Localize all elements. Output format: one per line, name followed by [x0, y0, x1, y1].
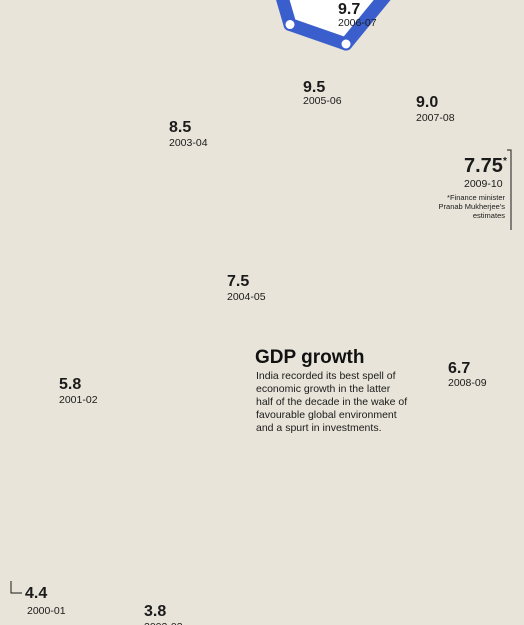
data-points: [283, 18, 353, 51]
category-label: 2004-05: [227, 291, 266, 303]
category-label: 2005-06: [303, 95, 342, 107]
category-label: 2003-04: [169, 137, 208, 149]
value-label: 9.7: [338, 1, 360, 18]
value-label: 7.75*: [464, 155, 507, 177]
chart-subtitle-line: and a spurt in investments.: [256, 422, 381, 434]
value-label: 6.7: [448, 360, 470, 377]
value-label: 7.5: [227, 273, 249, 290]
chart-subtitle-line: India recorded its best spell of: [256, 370, 396, 382]
category-label: 2006-07: [338, 17, 377, 29]
data-point: [283, 18, 297, 32]
category-label: 2008-09: [448, 377, 487, 389]
chart-subtitle-line: favourable global environment: [256, 409, 397, 421]
chart-title: GDP growth: [255, 347, 364, 368]
footnote-line: *Finance minister: [447, 193, 505, 202]
value-label: 3.8: [144, 603, 166, 620]
leader-line: [507, 149, 512, 230]
category-label: 2009-10: [464, 178, 503, 190]
chart-subtitle-line: economic growth in the latter: [256, 383, 391, 395]
category-label: 2007-08: [416, 112, 455, 124]
data-point: [339, 37, 353, 51]
category-label: 2000-01: [27, 605, 66, 617]
chart-subtitle-line: half of the decade in the wake of: [256, 396, 407, 408]
footnote-line: Pranab Mukherjee's: [439, 202, 506, 211]
value-label: 9.5: [303, 79, 325, 96]
category-label: 2002-03: [144, 621, 183, 625]
value-label: 4.4: [25, 585, 47, 602]
category-label: 2001-02: [59, 394, 98, 406]
value-label: 8.5: [169, 119, 191, 136]
value-label: 5.8: [59, 376, 81, 393]
footnote-line: estimates: [473, 211, 505, 220]
value-label: 9.0: [416, 94, 438, 111]
leader-line: [10, 581, 22, 594]
